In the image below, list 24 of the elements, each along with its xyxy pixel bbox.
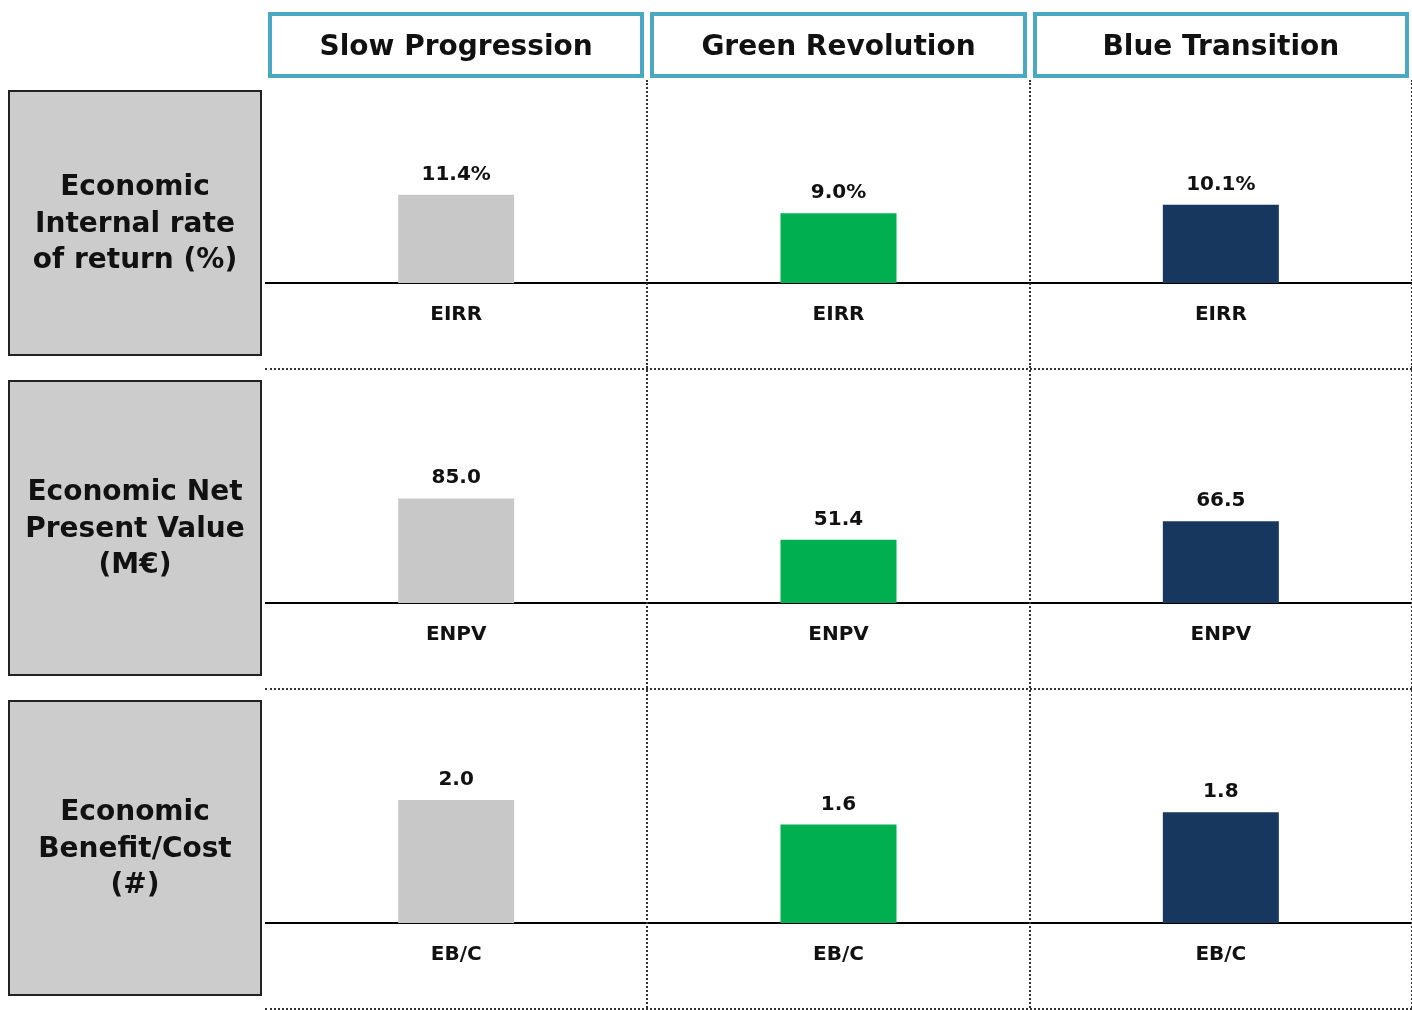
text: Green Revolution xyxy=(650,12,1027,78)
y-axis-title: Economic Benefit/Cost (#) xyxy=(8,700,262,996)
y-axis-title: Economic Internal rate of return (%) xyxy=(8,90,262,356)
x-tick-label: EIRR xyxy=(1194,301,1247,325)
data-label: 1.8 xyxy=(1203,778,1239,803)
text: Slow Progression xyxy=(268,12,645,78)
x-tick-label: ENPV xyxy=(425,621,487,645)
x-tick-label: EIRR xyxy=(430,301,483,325)
text: Blue Transition xyxy=(1032,12,1409,78)
x-tick-label: ENPV xyxy=(1190,621,1252,645)
x-tick-label: EB/C xyxy=(430,941,482,965)
data-label: 1.6 xyxy=(820,790,857,815)
x-tick-label: EB/C xyxy=(813,941,864,965)
data-label: 85.0 xyxy=(431,464,481,489)
y-axis-title: Economic Net Present Value (M€) xyxy=(8,380,262,676)
data-label: 2.0 xyxy=(438,766,474,790)
x-tick-label: EB/C xyxy=(1195,941,1247,965)
data-label: 11.4% xyxy=(421,160,491,185)
x-tick-label: EIRR xyxy=(812,301,865,325)
data-label: 66.5 xyxy=(1196,487,1246,512)
x-tick-label: ENPV xyxy=(808,621,870,645)
data-label: 51.4 xyxy=(813,505,864,530)
data-label: 10.1% xyxy=(1186,170,1256,195)
data-label: 9.0% xyxy=(810,179,867,204)
